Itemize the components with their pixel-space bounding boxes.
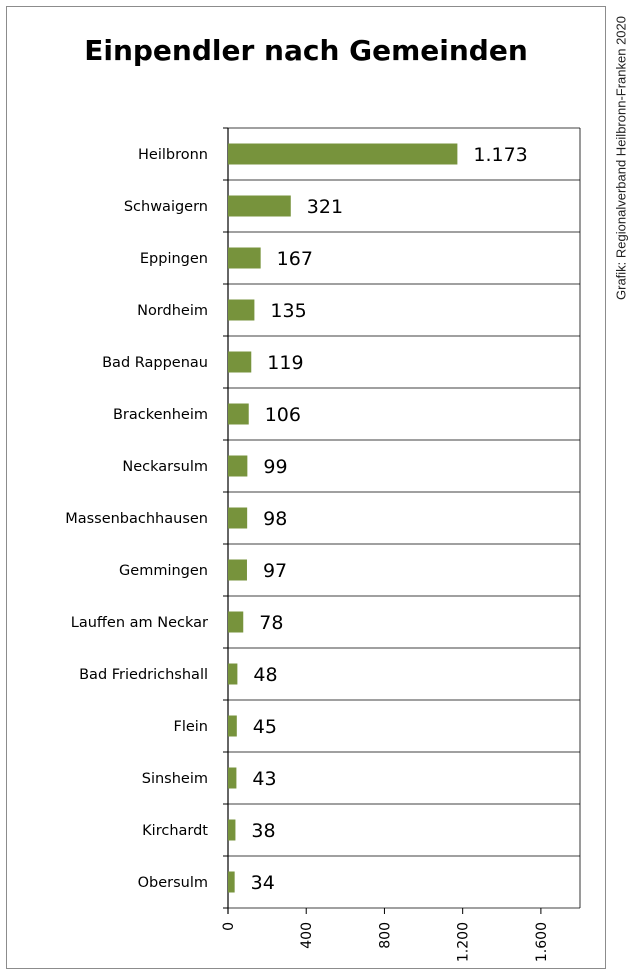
data-label: 38	[251, 820, 275, 842]
bar	[228, 767, 237, 789]
data-label: 34	[251, 872, 275, 894]
data-label: 48	[253, 664, 277, 686]
bar	[228, 143, 458, 165]
category-label: Sinsheim	[142, 771, 208, 787]
data-label: 99	[263, 456, 287, 478]
category-label: Lauffen am Neckar	[71, 615, 208, 631]
data-label: 45	[253, 716, 277, 738]
category-label: Obersulm	[138, 875, 208, 891]
category-label: Gemmingen	[119, 563, 208, 579]
data-label: 1.173	[473, 144, 527, 166]
bar	[228, 611, 244, 633]
bar	[228, 403, 249, 425]
bar	[228, 819, 236, 841]
x-tick-label: 1.600	[534, 922, 550, 962]
category-label: Neckarsulm	[122, 459, 208, 475]
data-label: 119	[267, 352, 303, 374]
bar	[228, 351, 252, 373]
category-label: Bad Friedrichshall	[79, 667, 208, 683]
bar	[228, 715, 237, 737]
bar	[228, 663, 238, 685]
category-label: Brackenheim	[113, 407, 208, 423]
data-label: 167	[277, 248, 313, 270]
category-label: Eppingen	[140, 251, 208, 267]
category-label: Bad Rappenau	[102, 355, 208, 371]
chart-title: Einpendler nach Gemeinden	[84, 34, 528, 67]
bar	[228, 455, 248, 477]
category-label: Nordheim	[137, 303, 208, 319]
category-label: Massenbachhausen	[65, 511, 208, 527]
data-label: 321	[307, 196, 343, 218]
category-label: Kirchardt	[142, 823, 208, 839]
data-label: 98	[263, 508, 287, 530]
data-label: 43	[252, 768, 276, 790]
x-tick-label: 400	[299, 922, 315, 949]
category-label: Schwaigern	[124, 199, 208, 215]
x-tick-label: 0	[221, 922, 237, 931]
bar	[228, 247, 261, 269]
bar	[228, 559, 247, 581]
chart-frame	[6, 6, 606, 969]
data-label: 78	[259, 612, 283, 634]
data-label: 135	[270, 300, 306, 322]
bar	[228, 507, 248, 529]
category-label: Heilbronn	[138, 147, 208, 163]
category-label: Flein	[173, 719, 208, 735]
bar	[228, 195, 291, 217]
bar	[228, 871, 235, 893]
x-tick-label: 800	[377, 922, 393, 949]
bar	[228, 299, 255, 321]
data-label: 97	[263, 560, 287, 582]
data-label: 106	[265, 404, 301, 426]
x-tick-label: 1.200	[456, 922, 472, 962]
